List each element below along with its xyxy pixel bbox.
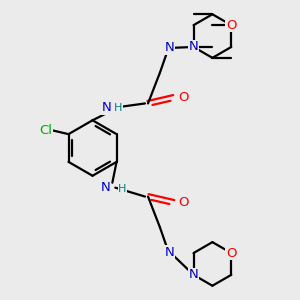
Text: N: N [189, 40, 198, 53]
Text: Cl: Cl [39, 124, 52, 137]
Text: N: N [100, 181, 110, 194]
Text: N: N [165, 245, 175, 259]
Text: O: O [179, 91, 189, 104]
Text: H: H [118, 184, 127, 194]
Text: O: O [226, 247, 236, 260]
Text: N: N [189, 268, 198, 281]
Text: O: O [179, 196, 189, 209]
Text: O: O [226, 19, 236, 32]
Text: N: N [165, 41, 175, 55]
Text: H: H [114, 103, 122, 113]
Text: N: N [102, 101, 111, 114]
